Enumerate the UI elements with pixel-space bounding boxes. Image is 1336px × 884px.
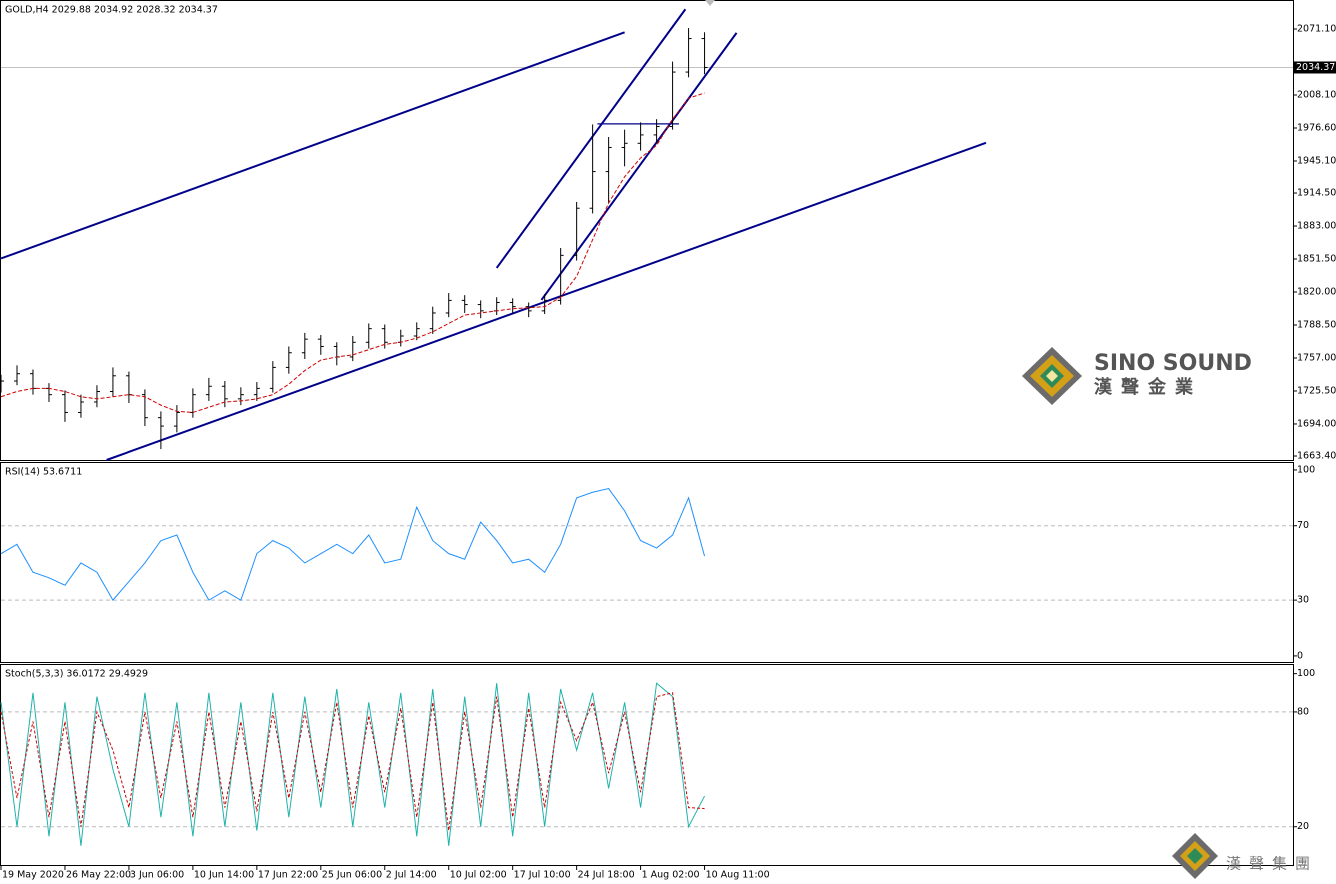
x-tick-label: 26 May 22:00 — [66, 870, 131, 881]
footer-logo: 漢聲集團 — [1172, 833, 1318, 879]
panel-frames — [0, 0, 1294, 866]
x-tick-label: 1 Aug 02:00 — [642, 870, 700, 881]
y-tick-label: 1914.50 — [1297, 188, 1336, 199]
y-tick-label: 80 — [1297, 706, 1309, 717]
y-tick-label: 70 — [1297, 520, 1309, 531]
stoch-frame — [0, 664, 1294, 866]
x-tick-label: 25 Jun 06:00 — [322, 870, 382, 881]
x-tick-label: 2 Jul 14:00 — [386, 870, 437, 881]
logo-brand: SINO SOUND — [1094, 351, 1252, 376]
panel-title: GOLD,H4 2029.88 2034.92 2028.32 2034.37 — [5, 5, 218, 16]
logo: SINO SOUND 漢聲金業 — [1022, 347, 1252, 405]
y-tick-label: 20 — [1297, 821, 1309, 832]
footer-chinese: 漢聲集團 — [1226, 855, 1318, 873]
y-tick-label: 1976.60 — [1297, 122, 1336, 133]
trendline — [495, 8, 687, 269]
x-tick-label: 10 Jun 14:00 — [194, 870, 254, 881]
footer-diamond-inner — [1187, 848, 1203, 864]
y-tick-label: 1945.10 — [1297, 155, 1336, 166]
x-tick-label: 19 May 2020 — [2, 870, 64, 881]
y-tick-label: 100 — [1297, 464, 1315, 475]
y-tick-label: 1788.50 — [1297, 319, 1336, 330]
price-frame — [0, 0, 1294, 461]
shift-marker — [705, 0, 715, 6]
logo-chinese: 漢聲金業 — [1094, 376, 1202, 398]
x-tick-label: 17 Jul 10:00 — [514, 870, 571, 881]
rsi-frame — [0, 462, 1294, 663]
indicator-line — [0, 682, 706, 846]
y-tick-label: 1757.00 — [1297, 352, 1336, 363]
x-tick-label: 17 Jun 22:00 — [258, 870, 318, 881]
y-tick-label: 30 — [1297, 595, 1309, 606]
x-tick-label: 3 Jun 06:00 — [130, 870, 184, 881]
x-tick-label: 10 Aug 11:00 — [706, 870, 770, 881]
logo-diamond-core — [1046, 370, 1058, 382]
moving-average — [0, 92, 705, 413]
y-tick-label: 100 — [1297, 668, 1315, 679]
indicator-line — [0, 692, 705, 831]
y-tick-label: 1883.00 — [1297, 221, 1336, 232]
panel-title: RSI(14) 53.6711 — [5, 467, 82, 478]
y-tick-label: 1663.40 — [1297, 451, 1336, 462]
indicator-line — [0, 487, 706, 601]
trendline — [106, 141, 987, 461]
y-tick-label: 2071.10 — [1297, 24, 1336, 35]
y-tick-label: 1851.50 — [1297, 254, 1336, 265]
y-tick-label: 1820.00 — [1297, 287, 1336, 298]
last-price-label: 2034.37 — [1296, 62, 1335, 73]
y-tick-label: 1694.00 — [1297, 418, 1336, 429]
x-tick-label: 10 Jul 02:00 — [450, 870, 507, 881]
y-tick-label: 2008.10 — [1297, 90, 1336, 101]
x-tick-label: 24 Jul 18:00 — [578, 870, 635, 881]
panel-title: Stoch(5,3,3) 36.0172 29.4929 — [5, 669, 148, 680]
last-price-tag — [1294, 61, 1336, 74]
trendline — [0, 31, 625, 260]
y-tick-label: 1725.50 — [1297, 385, 1336, 396]
y-tick-label: 0 — [1297, 650, 1303, 661]
